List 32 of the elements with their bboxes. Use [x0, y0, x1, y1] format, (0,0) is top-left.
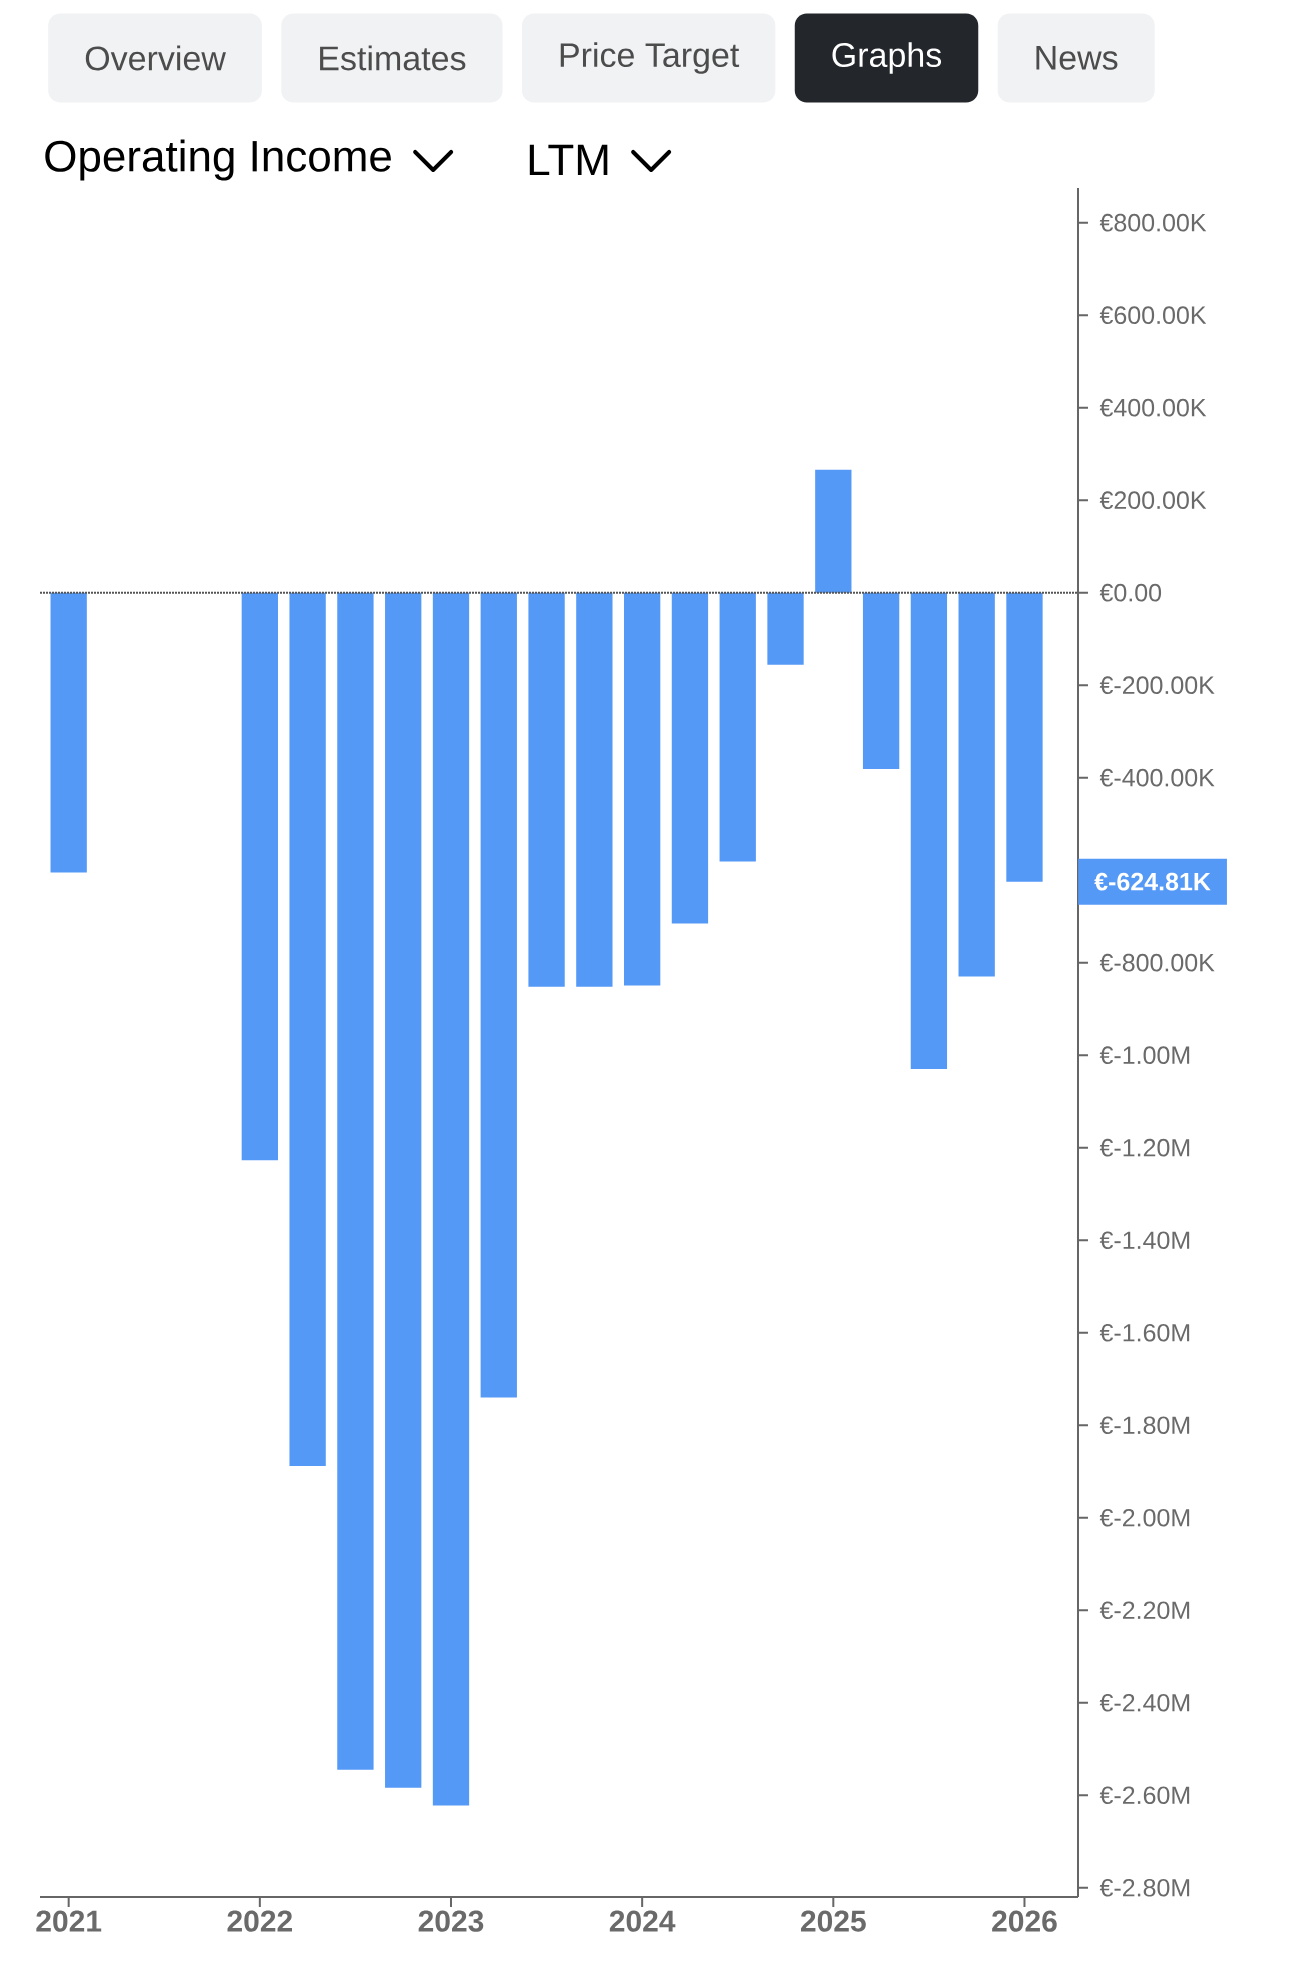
- text: Price Target: [560, 42, 740, 74]
- y-tick-label: €600.00K: [1099, 306, 1207, 325]
- y-tick-label: €-2.40M: [1099, 1693, 1190, 1712]
- y-tick-label: €-2.80M: [1099, 1878, 1190, 1897]
- x-tick-label: 2021: [36, 1910, 102, 1932]
- y-tick-label: €-2.20M: [1099, 1601, 1190, 1620]
- text: Overview: [85, 45, 226, 71]
- y-tick-label: €-1.40M: [1099, 1231, 1190, 1250]
- y-tick-label: €-800.00K: [1099, 953, 1215, 972]
- x-tick-label: 2024: [609, 1910, 676, 1932]
- x-tick-label: 2025: [800, 1910, 866, 1932]
- y-tick-label: €-2.60M: [1099, 1786, 1190, 1805]
- x-tick-label: 2022: [227, 1910, 292, 1932]
- x-tick-label: 2023: [418, 1910, 484, 1932]
- y-tick-label: €-1.20M: [1099, 1138, 1190, 1157]
- chart-title: Operating Income: [45, 139, 391, 181]
- y-tick-label: €800.00K: [1099, 213, 1207, 232]
- y-tick-label: €-2.00M: [1099, 1508, 1190, 1527]
- y-tick-label: €200.00K: [1099, 491, 1207, 510]
- y-tick-label: €-400.00K: [1099, 768, 1215, 787]
- annotation: €-624.81K: [1094, 872, 1211, 891]
- y-tick-label: €0.00: [1099, 583, 1162, 602]
- text: Graphs: [832, 42, 942, 74]
- text: Estimates: [320, 45, 466, 71]
- y-tick-label: €-1.80M: [1099, 1416, 1190, 1435]
- x-tick-label: 2026: [992, 1910, 1057, 1932]
- y-tick-label: €-1.60M: [1099, 1323, 1190, 1342]
- y-tick-label: €400.00K: [1099, 398, 1207, 417]
- text: News: [1036, 46, 1118, 70]
- chart-subtitle: LTM: [529, 144, 608, 176]
- y-tick-label: €-200.00K: [1099, 676, 1215, 695]
- y-tick-label: €-1.00M: [1099, 1046, 1190, 1065]
